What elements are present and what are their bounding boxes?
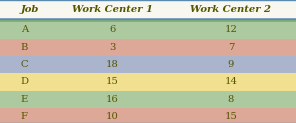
Text: 7: 7	[228, 43, 234, 52]
Bar	[0, 108, 296, 123]
Text: B: B	[21, 43, 28, 52]
Bar	[0, 21, 296, 39]
Bar	[0, 91, 296, 108]
Text: 12: 12	[224, 25, 237, 34]
Bar	[0, 0, 296, 19]
Text: 6: 6	[109, 25, 116, 34]
Text: D: D	[21, 77, 29, 86]
Text: 3: 3	[109, 43, 116, 52]
Bar	[0, 39, 296, 56]
Text: Work Center 2: Work Center 2	[190, 5, 271, 14]
Text: A: A	[21, 25, 28, 34]
Text: Job: Job	[21, 5, 39, 14]
Text: E: E	[21, 95, 28, 104]
Text: 9: 9	[228, 60, 234, 69]
Text: F: F	[21, 112, 28, 121]
Text: 8: 8	[228, 95, 234, 104]
Text: 15: 15	[106, 77, 119, 86]
Text: 10: 10	[106, 112, 119, 121]
Text: 14: 14	[224, 77, 237, 86]
Text: C: C	[21, 60, 28, 69]
Text: 18: 18	[106, 60, 119, 69]
Text: 16: 16	[106, 95, 119, 104]
Text: Work Center 1: Work Center 1	[72, 5, 153, 14]
Bar	[0, 56, 296, 73]
Bar	[0, 73, 296, 91]
Text: 15: 15	[224, 112, 237, 121]
